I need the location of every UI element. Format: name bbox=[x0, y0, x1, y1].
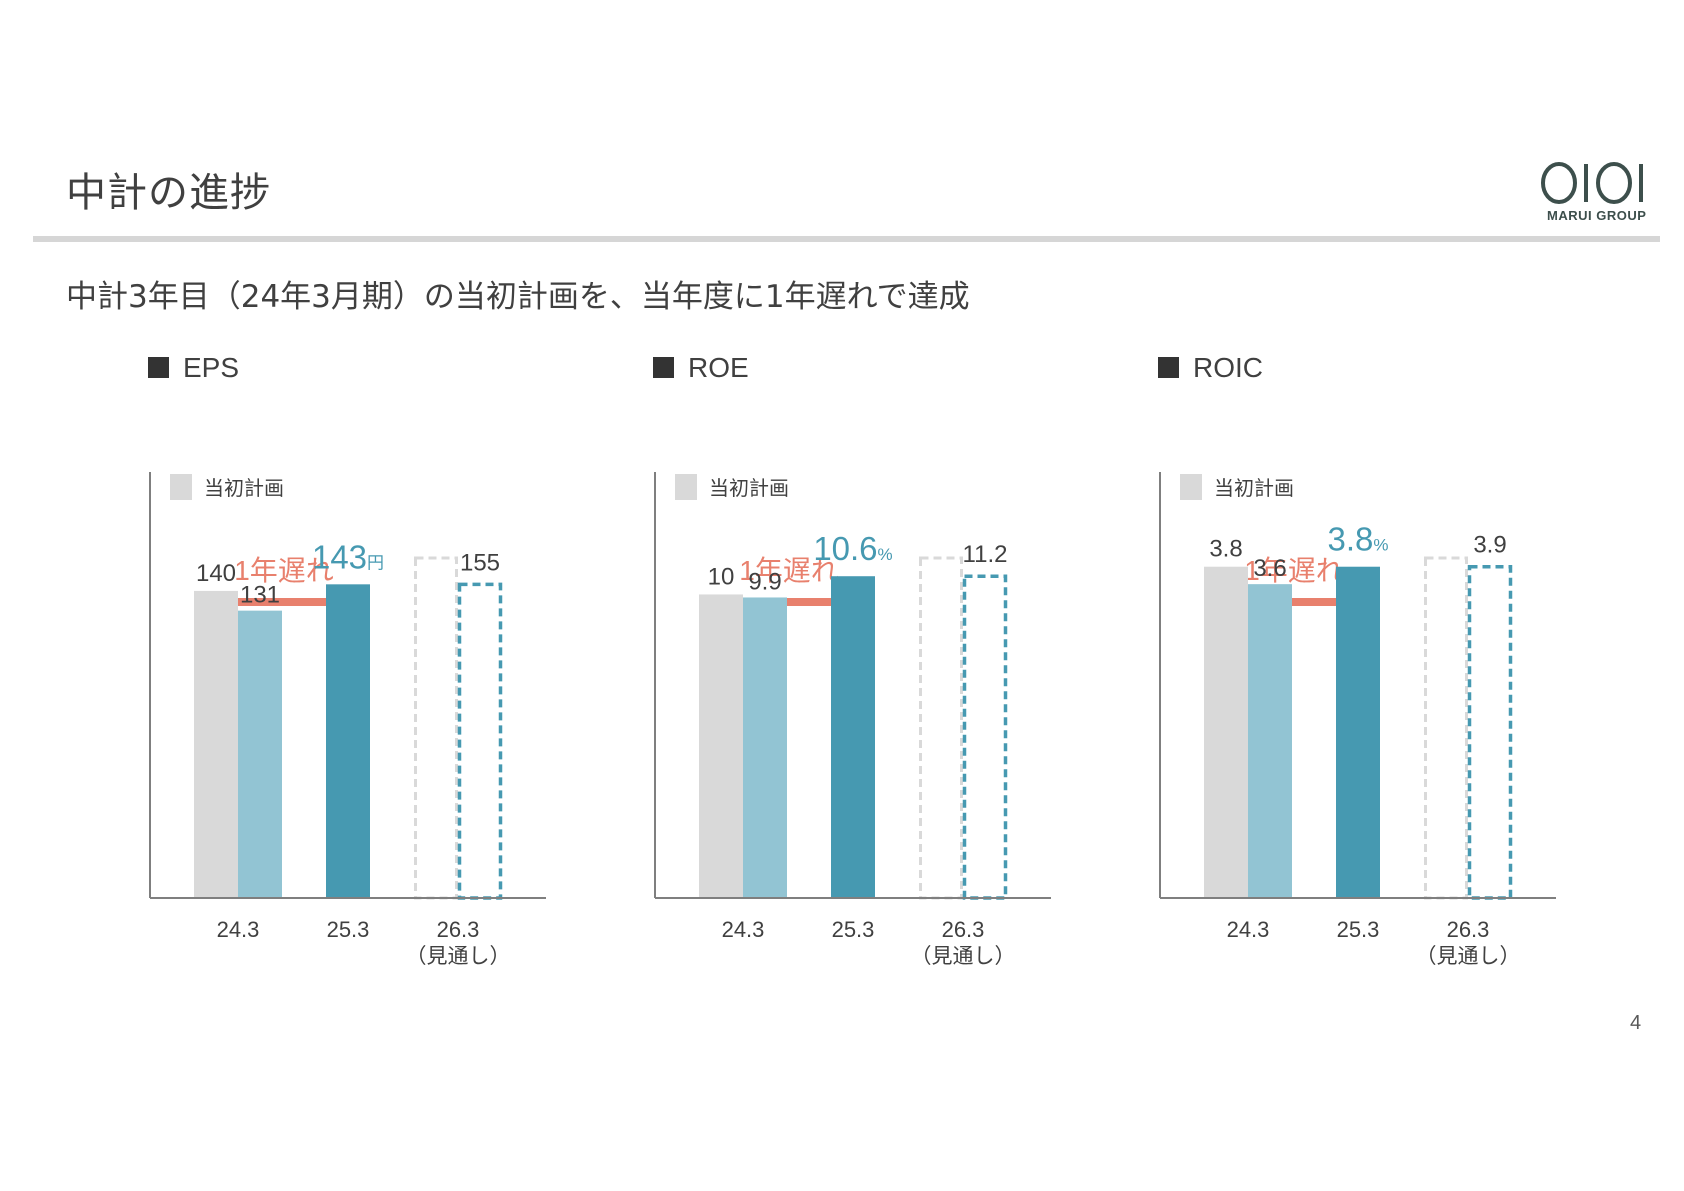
x-tick-sublabel: （見通し） bbox=[406, 945, 511, 968]
bar-plan-forecast bbox=[1424, 556, 1468, 900]
data-label: 10 bbox=[708, 563, 735, 590]
unit-label: % bbox=[1373, 536, 1388, 555]
data-label: 140 bbox=[196, 560, 236, 587]
data-label: 11.2 bbox=[963, 541, 1008, 568]
data-label: 3.8 bbox=[1209, 536, 1242, 563]
bar-actual bbox=[326, 584, 370, 898]
oioi-logo-mark bbox=[1541, 162, 1643, 204]
page-number: 4 bbox=[1630, 1012, 1642, 1034]
chart-title: ROIC bbox=[1193, 352, 1263, 383]
bar-plan bbox=[194, 590, 238, 898]
delay-arrow-shaft bbox=[216, 598, 328, 606]
legend-swatch bbox=[170, 474, 192, 500]
bar-actual bbox=[743, 597, 787, 898]
chart-heading-eps: EPS bbox=[148, 352, 239, 384]
data-label-highlight: 3.8% bbox=[1328, 521, 1389, 558]
title-divider bbox=[33, 236, 1660, 242]
x-tick-label: 25.3 bbox=[832, 917, 875, 942]
chart-title: EPS bbox=[183, 352, 240, 383]
square-bullet-icon bbox=[1158, 357, 1179, 378]
legend-label: 当初計画 bbox=[204, 477, 284, 500]
chart-title: ROE bbox=[688, 352, 749, 383]
bar-actual bbox=[1336, 566, 1380, 898]
square-bullet-icon bbox=[148, 357, 169, 378]
data-label-highlight: 143円 bbox=[312, 538, 384, 575]
legend-label: 当初計画 bbox=[1214, 477, 1294, 500]
square-bullet-icon bbox=[653, 357, 674, 378]
data-label: 3.9 bbox=[1473, 532, 1506, 559]
bar-actual bbox=[238, 610, 282, 898]
bar-actual bbox=[831, 576, 875, 898]
legend-swatch bbox=[1180, 474, 1202, 500]
data-label-highlight: 10.6% bbox=[813, 530, 892, 567]
x-tick-label: 25.3 bbox=[1337, 917, 1380, 942]
bar-actual-forecast bbox=[457, 582, 503, 900]
x-tick-label: 24.3 bbox=[217, 917, 260, 942]
x-tick-sublabel: （見通し） bbox=[1416, 945, 1521, 968]
chart-heading-roic: ROIC bbox=[1158, 352, 1263, 384]
data-label: 155 bbox=[460, 549, 500, 576]
legend-swatch bbox=[675, 474, 697, 500]
legend-label: 当初計画 bbox=[709, 477, 789, 500]
delay-label: 1年遅れ bbox=[234, 555, 334, 586]
bar-plan bbox=[699, 594, 743, 898]
x-tick-label: 25.3 bbox=[327, 917, 370, 942]
bar-actual bbox=[1248, 584, 1292, 898]
x-tick-label: 26.3 bbox=[942, 917, 985, 942]
delay-label: 1年遅れ bbox=[739, 555, 839, 586]
delay-label: 1年遅れ bbox=[1244, 555, 1344, 586]
bar-plan bbox=[1204, 566, 1248, 898]
logo-text: MARUI GROUP bbox=[1547, 208, 1647, 223]
bar-actual-forecast bbox=[962, 574, 1008, 900]
x-tick-label: 26.3 bbox=[1447, 917, 1490, 942]
subtitle: 中計3年目（24年3月期）の当初計画を、当年度に1年遅れで達成 bbox=[66, 279, 970, 315]
unit-label: % bbox=[878, 545, 893, 564]
data-label: 9.9 bbox=[748, 568, 781, 595]
bar-plan-forecast bbox=[414, 556, 458, 900]
x-tick-label: 24.3 bbox=[722, 917, 765, 942]
data-label: 3.6 bbox=[1253, 555, 1286, 582]
data-label: 131 bbox=[240, 582, 280, 609]
x-tick-label: 26.3 bbox=[437, 917, 480, 942]
page-title: 中計の進捗 bbox=[66, 170, 271, 216]
chart-heading-roe: ROE bbox=[653, 352, 749, 384]
bar-actual-forecast bbox=[1467, 564, 1513, 900]
x-tick-sublabel: （見通し） bbox=[911, 945, 1016, 968]
marui-group-logo: MARUI GROUP bbox=[1540, 160, 1654, 226]
unit-label: 円 bbox=[367, 553, 384, 572]
x-tick-label: 24.3 bbox=[1227, 917, 1270, 942]
bar-plan-forecast bbox=[919, 556, 963, 900]
